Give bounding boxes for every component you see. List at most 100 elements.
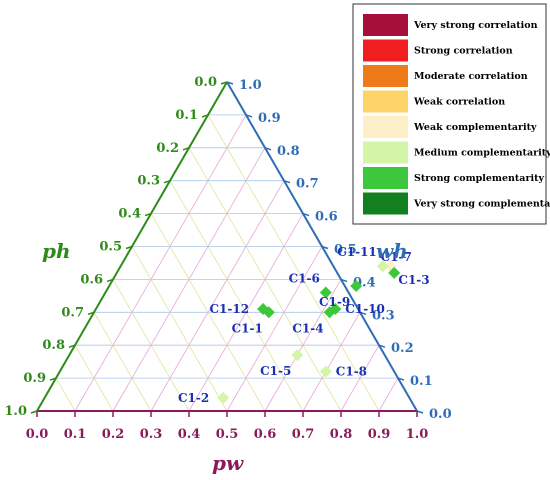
grid-line-pw [150,180,285,412]
tick-label-pw: 0.0 [26,427,49,442]
legend-swatch [363,39,408,62]
grid-line-pw [74,114,247,412]
grid-line-ph [74,344,114,412]
tick-mark-ph [49,377,57,381]
tick-label-pw: 0.3 [140,427,163,442]
tick-label-ph: 0.4 [118,207,141,222]
legend-swatch [363,192,408,215]
grid-line-ph [112,279,190,412]
triangle-axes [30,81,424,417]
legend-label: Medium complementarity [414,148,550,159]
point-label: C1-3 [398,273,429,287]
axis-title-ph: ph [42,239,71,263]
grid-line-ph [55,377,76,412]
grid-line-ph [131,246,228,412]
tick-mark-wh [340,278,348,283]
legend-label: Weak complementarity [413,122,537,133]
tick-label-ph: 0.5 [99,240,122,255]
tick-mark-wh [378,344,386,348]
tick-label-pw: 0.2 [102,427,125,442]
tick-label-wh: 0.0 [429,407,452,422]
axis-title-wh: wh [376,239,408,263]
tick-mark-ph [163,179,171,184]
point-marker [388,266,401,279]
tick-label-ph: 0.2 [156,141,179,156]
grid-line-ph [169,180,304,412]
tick-label-wh: 1.0 [239,78,262,93]
tick-label-ph: 0.6 [80,272,103,287]
tick-label-ph: 0.9 [23,371,46,386]
point-label: C1-10 [345,302,385,316]
legend-label: Very strong complementary [413,199,550,210]
legend-swatch [363,141,408,164]
grid-line-pw [264,279,342,412]
tick-mark-ph [125,245,133,250]
point-marker [329,303,342,316]
legend-swatch [363,90,408,113]
tick-label-pw: 0.6 [254,427,277,442]
point-label: C1-2 [178,391,209,405]
point-label: C1-11 [337,245,377,259]
point-label: C1-5 [260,364,291,378]
legend-label: Weak correlation [413,97,505,108]
grid-line-pw [302,312,361,412]
tick-label-ph: 0.3 [137,174,160,189]
tick-label-ph: 0.0 [194,75,217,90]
tick-label-pw: 1.0 [406,427,429,442]
data-points [217,260,401,404]
point-label: C1-4 [292,321,323,335]
tick-mark-ph [220,81,228,85]
tick-label-wh: 0.9 [258,111,281,126]
tick-label-wh: 0.3 [372,308,395,323]
tick-label-wh: 0.6 [315,210,338,225]
grid-line-pw [378,377,399,412]
tick-label-ph: 0.1 [175,108,198,123]
tick-mark-wh [283,179,291,184]
legend-swatch [363,65,408,87]
point-marker [217,391,230,404]
point-marker [376,260,389,273]
tick-mark-wh [416,410,424,414]
point-marker [257,303,270,316]
tick-mark-wh [245,114,253,118]
tick-mark-wh [397,377,405,381]
tick-label-wh: 0.5 [334,243,357,258]
tick-mark-ph [201,114,209,118]
point-marker [319,365,332,378]
tick-mark-ph [68,344,76,348]
tick-mark-wh [264,147,272,151]
tick-mark-wh [302,212,310,217]
legend-swatch [363,116,408,138]
tick-label-pw: 0.8 [330,427,353,442]
tick-mark-wh [226,81,234,85]
legend-label: Strong complementarity [414,173,544,184]
grid-line-ph [93,312,152,412]
tick-label-wh: 0.8 [277,144,300,159]
axis-title-pw: pw [212,451,244,475]
point-label: C1-9 [319,295,350,309]
tick-mark-ph [30,410,38,414]
tick-mark-ph [182,147,190,151]
legend-label: Very strong correlation [413,20,538,31]
legend: Very strong correlation Strong correlatio… [352,3,550,225]
legend-frame [352,3,547,225]
tick-label-pw: 0.4 [178,427,201,442]
tick-mark-ph [87,311,95,316]
grid-lines [55,114,399,412]
point-label: C1-6 [289,272,320,286]
tick-label-wh: 0.1 [410,374,433,389]
legend-swatch [363,167,408,189]
legend-swatch [363,14,408,36]
tick-label-ph: 0.7 [61,305,84,320]
tick-mark-ph [144,212,152,217]
point-label: C1-8 [336,365,367,379]
point-label: C1-12 [210,302,250,316]
tick-label-pw: 0.5 [216,427,239,442]
tick-label-pw: 0.9 [368,427,391,442]
tick-label-wh: 0.7 [296,177,319,192]
tick-label-ph: 1.0 [4,404,27,419]
tick-label-ph: 0.8 [42,338,65,353]
grid-line-ph [207,114,380,412]
tick-label-pw: 0.1 [64,427,87,442]
